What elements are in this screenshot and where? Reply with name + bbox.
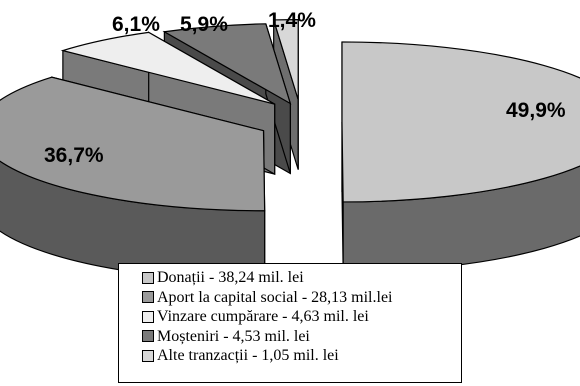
slice-label-mosteniri: 5,9%: [180, 13, 228, 36]
slice-aport: [0, 76, 266, 282]
legend-label: Aport la capital social - 28,13 mil.lei: [157, 288, 393, 306]
slice-top: [0, 76, 266, 212]
slice-top: [162, 23, 292, 105]
legend-swatch-vinzare: [142, 310, 154, 323]
legend-label: Vinzare cumpărare - 4,63 mil. lei: [157, 308, 369, 326]
legend-label: Moșteniri - 4,53 mil. lei: [157, 327, 310, 345]
slice-top: [60, 31, 275, 105]
slice-label-aport: 36,7%: [44, 144, 104, 167]
legend-item: Vinzare cumpărare - 4,63 mil. lei: [142, 307, 461, 327]
legend-item: Aport la capital social - 28,13 mil.lei: [142, 288, 461, 308]
legend-swatch-alte: [142, 349, 154, 362]
legend-swatch-mosteniri: [142, 330, 154, 343]
pie-labels: 49,9% 36,7% 6,1% 5,9% 1,4%: [44, 9, 566, 167]
chart-legend: Donații - 38,24 mil. lei Aport la capita…: [118, 263, 462, 383]
legend-label: Donații - 38,24 mil. lei: [157, 269, 304, 287]
slice-donatii: [341, 41, 580, 273]
legend-item: Donații - 38,24 mil. lei: [142, 268, 461, 288]
legend-swatch-donatii: [142, 271, 154, 284]
slice-label-vinzare: 6,1%: [112, 13, 160, 36]
legend-item: Moșteniri - 4,53 mil. lei: [142, 327, 461, 347]
legend-swatch-aport: [142, 291, 154, 304]
slice-top: [341, 41, 580, 203]
slice-top: [272, 19, 299, 100]
legend-item: Alte tranzacții - 1,05 mil. lei: [142, 346, 461, 366]
legend-label: Alte tranzacții - 1,05 mil. lei: [157, 347, 339, 365]
slice-label-alte: 1,4%: [268, 9, 316, 32]
slice-label-donatii: 49,9%: [506, 99, 566, 122]
pie-slices: [0, 19, 580, 282]
